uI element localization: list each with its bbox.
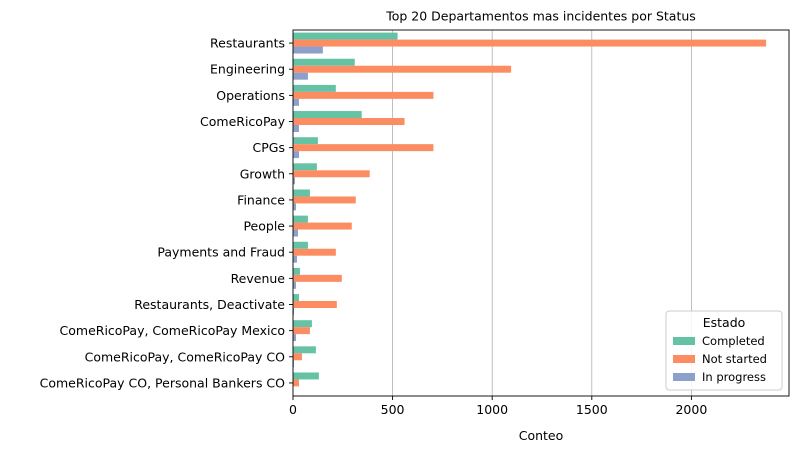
bar-not-started [293,196,356,204]
legend-swatch [673,373,695,381]
grid-layer [392,30,692,396]
y-tick-label: Growth [240,166,285,181]
bar-completed [293,137,318,145]
bar-in-progress [293,255,297,263]
bar-not-started [293,379,299,387]
legend-box [665,310,783,391]
bar-completed [293,372,319,380]
bar-completed [293,241,308,249]
plot-frame [292,29,790,397]
y-tick-label: Operations [216,88,285,103]
y-tick-label: People [243,219,285,234]
bar-in-progress [293,229,298,237]
bar-not-started [293,353,302,361]
bar-in-progress [293,281,296,289]
x-tick-label: 1000 [476,402,508,417]
bars-layer [293,32,767,387]
legend-swatch [673,337,695,345]
bar-not-started [293,65,512,73]
bar-completed [293,346,316,354]
bar-completed [293,320,312,328]
bar-not-started [293,118,405,125]
bar-in-progress [293,334,296,342]
y-tick-label: ComeRicoPay, ComeRicoPay CO [85,349,286,364]
y-tick-label: Revenue [231,271,286,286]
x-axis-label: Conteo [519,428,564,443]
bar-in-progress [293,46,323,54]
bar-not-started [293,327,310,335]
bar-not-started [293,248,336,256]
x-tick-label: 2000 [675,402,707,417]
legend-entry-label: In progress [702,370,766,384]
axes-layer: 0 500 1000 1500 2000 Restaurants Engineering Op… [40,29,790,417]
bar-completed [293,215,308,223]
y-tick-label: Engineering [210,62,285,77]
bar-completed [293,84,336,92]
bar-not-started [293,301,337,308]
legend: Estado Completed Not started In progress [665,310,783,391]
bar-completed [293,32,398,40]
y-tick-label: Restaurants, Deactivate [134,297,285,312]
bar-not-started [293,144,434,152]
bar-in-progress [293,360,294,368]
y-tick-label: Finance [237,192,285,207]
bar-in-progress [293,72,308,80]
bar-not-started [293,274,342,282]
bar-not-started [293,170,370,178]
x-tick-label: 1500 [576,402,608,417]
bar-not-started [293,222,352,230]
bar-not-started [293,39,767,47]
legend-entry-label: Completed [702,334,765,348]
legend-entry-label: Not started [702,352,767,366]
y-tick-label: Payments and Fraud [157,245,285,260]
bar-completed [293,111,362,119]
y-tick-label: ComeRicoPay CO, Personal Bankers CO [40,375,286,390]
x-tick-label: 0 [289,402,297,417]
bar-completed [293,267,300,275]
chart-title: Top 20 Departamentos mas incidentes por … [385,9,696,24]
bar-in-progress [293,124,299,132]
x-tick-label: 500 [381,402,405,417]
bar-in-progress [293,307,294,315]
bar-in-progress [293,151,299,159]
bar-completed [293,189,310,197]
y-tick-label: ComeRicoPay, ComeRicoPay Mexico [60,323,285,338]
bar-completed [293,294,299,302]
bar-in-progress [293,98,299,106]
legend-swatch [673,355,695,363]
legend-title: Estado [703,315,746,330]
bar-not-started [293,91,434,99]
bar-completed [293,163,317,171]
y-tick-label: CPGs [253,140,285,155]
bar-in-progress [293,177,295,185]
y-tick-label: Restaurants [210,36,285,51]
y-tick-label: ComeRicoPay [200,114,286,129]
bar-completed [293,58,355,66]
bar-in-progress [293,203,296,211]
